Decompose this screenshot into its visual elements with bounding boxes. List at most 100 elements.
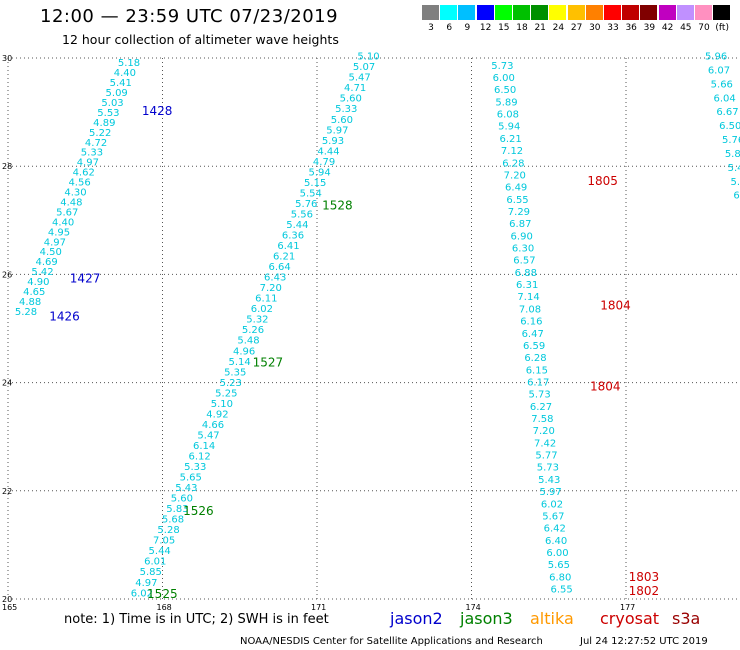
scale-swatch	[476, 5, 495, 20]
wave-height-value: 4.66	[202, 420, 224, 431]
wave-height-value: 5.77	[535, 451, 557, 462]
scale-swatch	[585, 5, 604, 20]
wave-height-value: 5.35	[224, 367, 246, 378]
wave-height-value: 7.08	[519, 304, 541, 315]
wave-height-value: 5.76	[295, 199, 317, 210]
wave-height-value: 5.10	[211, 399, 233, 410]
wave-height-value: 5.60	[171, 494, 193, 505]
wave-height-value: 5.47	[348, 73, 370, 84]
credit-text: NOAA/NESDIS Center for Satellite Applica…	[240, 636, 543, 647]
wave-height-value: 6.36	[282, 231, 304, 242]
scale-label: 12	[479, 23, 492, 33]
wave-height-value: 5.54	[300, 188, 322, 199]
scale-label: 33	[607, 23, 619, 33]
wave-height-value: 4.44	[317, 146, 339, 157]
wave-height-value: 5.67	[542, 511, 564, 522]
x-tick-label: 177	[620, 603, 635, 612]
wave-height-value: 5.26	[242, 325, 264, 336]
pass-number-label: 1805	[587, 174, 618, 188]
wave-height-value: 5.68	[162, 515, 184, 526]
wave-height-value: 5.73	[491, 61, 513, 72]
wave-height-value: 5.89	[495, 97, 517, 108]
wave-height-value: 5.73	[528, 390, 550, 401]
wave-height-value: 5.65	[548, 560, 570, 571]
pass-number-label: 1426	[49, 309, 80, 323]
wave-height-value: 5.44	[149, 546, 171, 557]
wave-height-value: 5.22	[89, 128, 111, 139]
y-tick-label: 20	[2, 595, 12, 604]
wave-height-value: 7.20	[533, 426, 555, 437]
wave-height-value: 5.42	[31, 267, 53, 278]
wave-height-value: 6.15	[526, 365, 548, 376]
wave-height-value: 5.56	[291, 209, 313, 220]
wave-height-value: 5.96	[730, 177, 740, 188]
wave-height-value: 6.90	[511, 231, 533, 242]
wave-height-value: 4.97	[77, 158, 99, 169]
wave-height-value: 4.56	[68, 178, 90, 189]
wave-height-value: 5.32	[246, 315, 268, 326]
wave-height-value: 4.50	[40, 247, 62, 258]
wave-height-value: 6.88	[515, 268, 537, 279]
satellite-tracks: 5.184.405.415.095.035.534.895.224.725.33…	[15, 52, 740, 600]
wave-height-value: 6.30	[512, 244, 534, 255]
x-tick-label: 168	[157, 603, 172, 612]
wave-height-value: 7.14	[517, 292, 539, 303]
wave-height-value: 5.33	[184, 462, 206, 473]
wave-height-value: 7.20	[260, 283, 282, 294]
scale-swatch	[604, 5, 622, 20]
wave-height-value: 5.67	[56, 207, 78, 218]
wave-height-value: 4.92	[206, 409, 228, 420]
scale-label: 42	[661, 23, 674, 33]
wave-height-value: 6.12	[189, 451, 211, 462]
pass-number-label: 1526	[183, 504, 214, 518]
wave-height-value: 7.29	[508, 207, 530, 218]
wave-height-value: 4.69	[35, 257, 57, 268]
y-tick-label: 28	[2, 162, 12, 171]
wave-height-value: 5.86	[725, 149, 740, 160]
pass-number-label: 1428	[142, 104, 173, 118]
wave-height-value: 7.05	[153, 536, 175, 547]
scale-swatch	[440, 5, 459, 20]
wave-height-value: 7.42	[534, 438, 556, 449]
wave-height-value: 6.49	[505, 183, 527, 194]
wave-height-value: 6.28	[502, 158, 524, 169]
wave-height-value: 5.53	[97, 108, 119, 119]
scale-swatch	[458, 5, 477, 20]
wave-height-value: 5.03	[101, 98, 123, 109]
wave-height-value: 6.64	[269, 262, 291, 273]
scale-swatch	[676, 5, 695, 20]
wave-height-value: 7.12	[501, 146, 523, 157]
wave-height-value: 6.55	[506, 195, 528, 206]
wave-height-value: 5.14	[229, 357, 251, 368]
wave-height-value: 6.11	[255, 294, 277, 305]
wave-height-value: 5.33	[81, 148, 103, 159]
wave-height-value: 4.79	[313, 157, 335, 168]
scale-label: 3	[428, 23, 434, 33]
pass-number-label: 1527	[253, 355, 284, 369]
pass-labels: 1428 1427 1426 1528 1527 1526 1525 1805 1804 1804…	[49, 104, 659, 601]
wave-height-value: 7.20	[504, 170, 526, 181]
scale-label: 6	[446, 23, 453, 33]
wave-height-value: 5.83	[166, 504, 188, 515]
wave-height-value: 6.27	[530, 402, 552, 413]
legend-jason2: jason2	[390, 609, 443, 628]
wave-height-value: 6.21	[273, 252, 295, 263]
wave-height-value: 4.40	[52, 217, 74, 228]
wave-height-value: 6.80	[549, 572, 571, 583]
legend-jason3: jason3	[460, 609, 513, 628]
scale-label: 24	[552, 23, 565, 33]
wave-height-value: 6.17	[527, 377, 549, 388]
wave-height-value: 6.67	[716, 107, 738, 118]
wave-height-value: 4.88	[19, 297, 41, 308]
scale-swatch	[567, 5, 586, 20]
y-axis-labels: 30 28 26 24 22 20	[2, 54, 12, 604]
wave-height-value: 4.72	[85, 138, 107, 149]
wave-height-value: 5.94	[498, 122, 520, 133]
scale-label: 36	[625, 23, 637, 33]
pass-number-label: 1804	[600, 299, 631, 313]
wave-height-value: 4.48	[60, 197, 82, 208]
wave-height-value: 5.94	[308, 167, 330, 178]
wave-height-value: 5.60	[340, 94, 362, 105]
scale-swatch	[513, 5, 531, 20]
